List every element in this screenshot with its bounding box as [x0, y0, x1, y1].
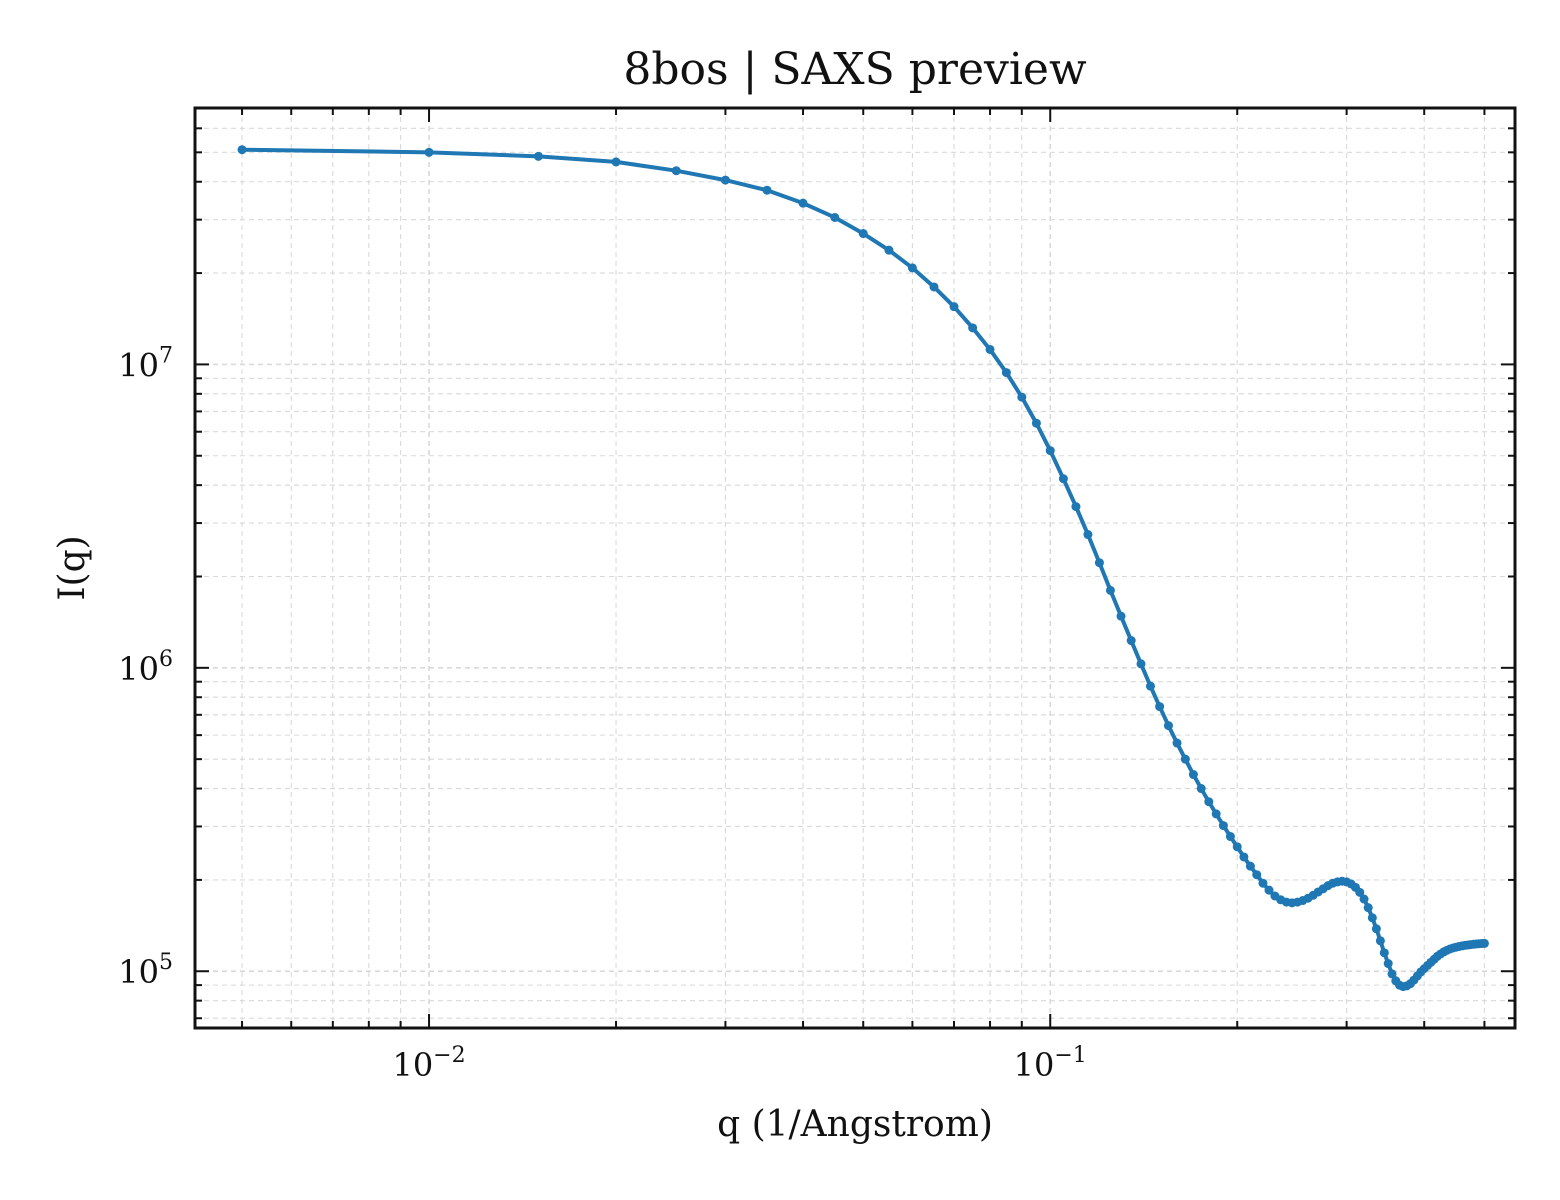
y-tick-label: 107: [118, 343, 173, 384]
data-point: [1058, 474, 1068, 484]
data-point: [985, 344, 995, 354]
data-point: [1126, 636, 1136, 646]
axis-ticks: 10−2 10−1 105 106 107: [118, 107, 1515, 1084]
data-point: [1083, 530, 1093, 540]
data-point: [1232, 842, 1242, 852]
data-point: [611, 157, 621, 167]
data-point: [858, 229, 868, 239]
data-point: [1001, 368, 1011, 378]
data-point: [1196, 784, 1206, 794]
data-point: [830, 212, 840, 222]
data-point: [1363, 903, 1373, 913]
data-point: [671, 166, 681, 176]
data-point: [424, 147, 434, 157]
data-point: [968, 323, 978, 333]
data-point: [1355, 887, 1365, 897]
data-point: [1258, 878, 1268, 888]
data-point: [1094, 558, 1104, 568]
data-point: [720, 175, 730, 185]
y-tick-label: 106: [118, 647, 173, 688]
data-point: [1379, 948, 1389, 958]
data-point: [1245, 861, 1255, 871]
series-layer: [237, 145, 1489, 992]
data-point: [1371, 924, 1381, 934]
data-point: [1116, 611, 1126, 621]
data-point: [1180, 754, 1190, 764]
x-axis-label: q (1/Angstrom): [717, 1104, 993, 1145]
x-tick-label: 10−2: [392, 1043, 465, 1084]
data-point: [1359, 894, 1369, 904]
data-point: [1045, 446, 1055, 456]
data-point: [1225, 832, 1235, 842]
data-point: [1172, 738, 1182, 748]
data-point: [1252, 870, 1262, 880]
data-point: [929, 282, 939, 292]
data-point: [1239, 852, 1249, 862]
data-point: [1264, 885, 1274, 895]
data-point: [798, 198, 808, 208]
data-point: [1479, 938, 1489, 948]
data-point: [1211, 809, 1221, 819]
data-point: [1017, 392, 1027, 402]
data-point: [1367, 913, 1377, 923]
data-point: [1136, 659, 1146, 669]
data-point: [907, 263, 917, 273]
data-point: [1031, 418, 1041, 428]
plot-frame: [193, 106, 1517, 1030]
data-point: [237, 145, 247, 155]
data-point: [949, 302, 959, 312]
data-point: [1163, 721, 1173, 731]
x-tick-label: 10−1: [1014, 1043, 1087, 1084]
chart-title: 8bos | SAXS preview: [623, 44, 1087, 95]
data-point: [1145, 681, 1155, 691]
data-point: [533, 151, 543, 161]
data-point: [762, 185, 772, 195]
y-tick-label: 105: [118, 950, 173, 991]
data-point: [1204, 797, 1214, 807]
data-point: [1218, 821, 1228, 831]
data-point: [1105, 585, 1115, 595]
y-axis-label: I(q): [52, 535, 93, 600]
data-point: [1155, 702, 1165, 712]
data-point: [1387, 969, 1397, 979]
data-point: [1071, 502, 1081, 512]
data-point: [884, 245, 894, 255]
data-point: [1375, 936, 1385, 946]
data-point: [1188, 770, 1198, 780]
data-point: [1383, 959, 1393, 969]
